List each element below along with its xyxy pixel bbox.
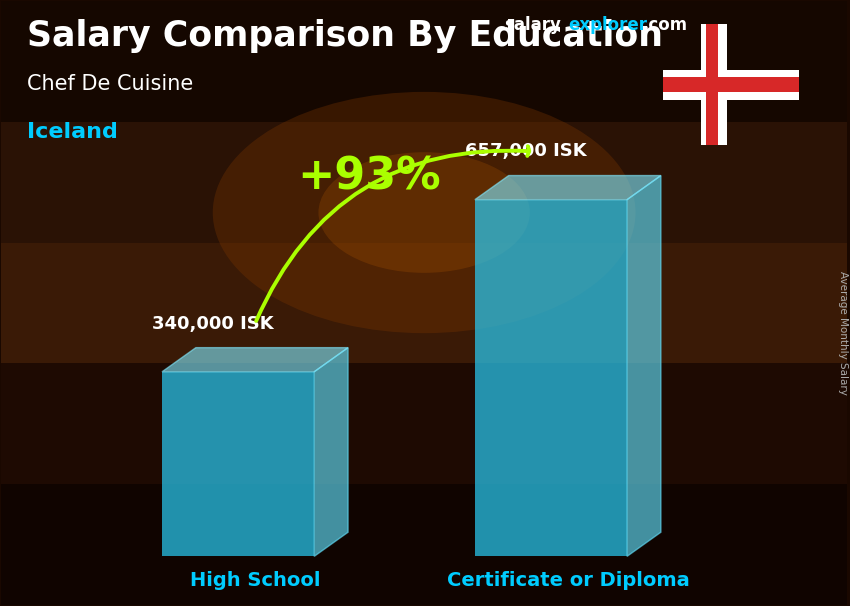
Text: Chef De Cuisine: Chef De Cuisine [26, 74, 193, 94]
Bar [2, 242, 847, 364]
Polygon shape [314, 348, 348, 556]
Text: Certificate or Diploma: Certificate or Diploma [446, 570, 689, 590]
Text: 340,000 ISK: 340,000 ISK [152, 315, 274, 333]
Polygon shape [162, 348, 348, 371]
Bar [2, 1, 847, 122]
Bar [475, 199, 627, 556]
Text: 657,000 ISK: 657,000 ISK [465, 142, 586, 161]
Bar [706, 24, 717, 145]
Ellipse shape [319, 152, 530, 273]
Bar [663, 77, 799, 92]
Polygon shape [475, 176, 661, 199]
Text: High School: High School [190, 570, 320, 590]
Text: salary: salary [504, 16, 561, 35]
Text: explorer: explorer [568, 16, 647, 35]
Text: +93%: +93% [298, 156, 441, 199]
Polygon shape [627, 176, 661, 556]
Bar [2, 122, 847, 242]
Bar [162, 371, 314, 556]
Bar [663, 70, 799, 100]
Text: Salary Comparison By Education: Salary Comparison By Education [26, 19, 663, 53]
Bar [2, 484, 847, 605]
Bar [700, 24, 728, 145]
Text: .com: .com [643, 16, 688, 35]
Ellipse shape [212, 92, 636, 333]
Text: Average Monthly Salary: Average Monthly Salary [838, 271, 847, 395]
Bar [2, 364, 847, 484]
Text: Iceland: Iceland [26, 122, 117, 142]
